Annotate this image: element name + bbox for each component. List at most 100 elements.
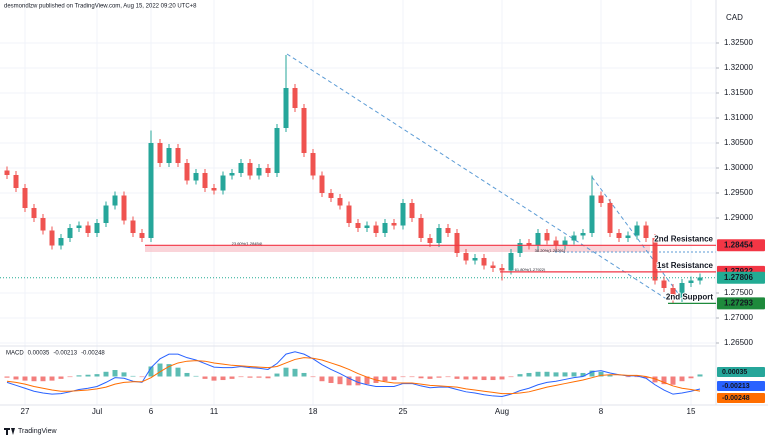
macd-histogram-bar (634, 376, 640, 378)
macd-histogram-bar (112, 370, 118, 377)
candle-body (247, 163, 253, 176)
candle-body (13, 175, 19, 188)
candle-body (139, 233, 145, 238)
macd-histogram-bar (274, 373, 280, 377)
macd-histogram-bar (229, 376, 235, 379)
candle-body (472, 258, 478, 261)
candle-body (49, 230, 55, 246)
macd-histogram-bar (40, 376, 46, 382)
x-tick-label: Jul (92, 407, 102, 416)
y-tick-label: 1.26500 (724, 338, 753, 347)
candle-body (238, 163, 244, 173)
candle-body (184, 163, 190, 181)
candle-body (274, 128, 280, 173)
candle-body (310, 153, 316, 176)
candle-body (202, 173, 208, 188)
macd-tag (717, 367, 765, 377)
level-label: 1st Resistance (657, 261, 714, 270)
price-tag-label: 1.27806 (724, 273, 753, 282)
macd-tag (717, 381, 765, 391)
macd-histogram-bar (391, 376, 397, 381)
macd-histogram-bar (670, 376, 676, 385)
macd-histogram-bar (679, 376, 685, 382)
candle-body (553, 240, 559, 246)
macd-histogram-bar (580, 372, 586, 377)
x-tick-label: 25 (399, 407, 408, 416)
candle-body (526, 243, 532, 246)
y-tick-label: 1.32500 (724, 38, 753, 47)
candle-body (157, 143, 163, 163)
y-tick-label: 1.30500 (724, 138, 753, 147)
price-tag (717, 239, 765, 252)
candle-body (67, 228, 73, 238)
macd-histogram-bar (175, 367, 181, 377)
candle-body (364, 225, 370, 228)
macd-histogram-bar (220, 376, 226, 381)
macd-histogram-bar (85, 374, 91, 377)
macd-histogram-bar (472, 376, 478, 380)
grid (0, 0, 716, 405)
fib-label: 61.80%(1.27922) (515, 267, 546, 272)
macd-tag-label: 0.00035 (722, 369, 747, 376)
x-tick-label: 18 (309, 407, 318, 416)
macd-legend: -0.00248 (81, 351, 105, 357)
macd-histogram-bar (76, 375, 82, 377)
macd-histogram-bar (193, 375, 199, 377)
candle-body (148, 143, 154, 238)
macd-legend: MACD (6, 351, 24, 357)
macd-histogram-bar (328, 376, 334, 383)
macd-histogram-bar (292, 368, 298, 377)
candle-body (40, 218, 46, 231)
candle-body (436, 228, 442, 243)
candle-body (103, 205, 109, 223)
candle-body (400, 203, 406, 226)
macd-histogram-bar (184, 372, 190, 377)
macd-histogram-bar (238, 376, 244, 378)
candle-body (31, 208, 37, 218)
macd-histogram-bar (337, 376, 343, 385)
candle-body (4, 170, 10, 175)
macd-histogram-bar (697, 374, 703, 377)
macd-histogram-bar (688, 376, 694, 379)
macd-histogram-bar (607, 374, 613, 377)
macd-histogram-bar (490, 376, 496, 381)
macd-histogram-bar (265, 376, 271, 379)
candle-body (130, 220, 136, 233)
candle-body (562, 240, 568, 246)
macd-histogram-bar (481, 376, 487, 381)
macd-histogram-bar (364, 376, 370, 385)
candle-body (580, 233, 586, 236)
candle-body (634, 225, 640, 236)
macd-histogram-bar (148, 366, 154, 377)
candle-body (166, 148, 172, 163)
macd-histogram-bar (409, 376, 415, 378)
macd-histogram-bar (589, 370, 595, 377)
macd-histogram-bar (94, 374, 100, 377)
macd-tag (717, 393, 765, 403)
candle-body (112, 195, 118, 206)
logo (4, 428, 15, 435)
y-tick-label: 1.32000 (724, 63, 753, 72)
candle-body (58, 238, 64, 246)
x-tick-label: 27 (21, 407, 30, 416)
trend-line (591, 176, 681, 297)
candle-body (643, 225, 649, 238)
candle-body (121, 195, 127, 221)
candle-body (283, 88, 289, 128)
candle-body (409, 203, 415, 218)
header: desmondlzw published on TradingView.com,… (4, 4, 197, 10)
trend-line (286, 53, 669, 301)
candle-body (499, 268, 505, 271)
macd-histogram-bar (418, 376, 424, 379)
macd-legend: 0.00035 (28, 351, 50, 357)
macd-histogram-bar (319, 376, 325, 382)
price-tag (717, 271, 765, 284)
macd-histogram-bar (13, 376, 19, 380)
level-label: 2nd Support (666, 292, 713, 301)
candle-body (544, 233, 550, 241)
candle-body (94, 223, 100, 233)
candle-body (670, 288, 676, 298)
candle-body (337, 198, 343, 206)
candle-body (679, 283, 685, 298)
